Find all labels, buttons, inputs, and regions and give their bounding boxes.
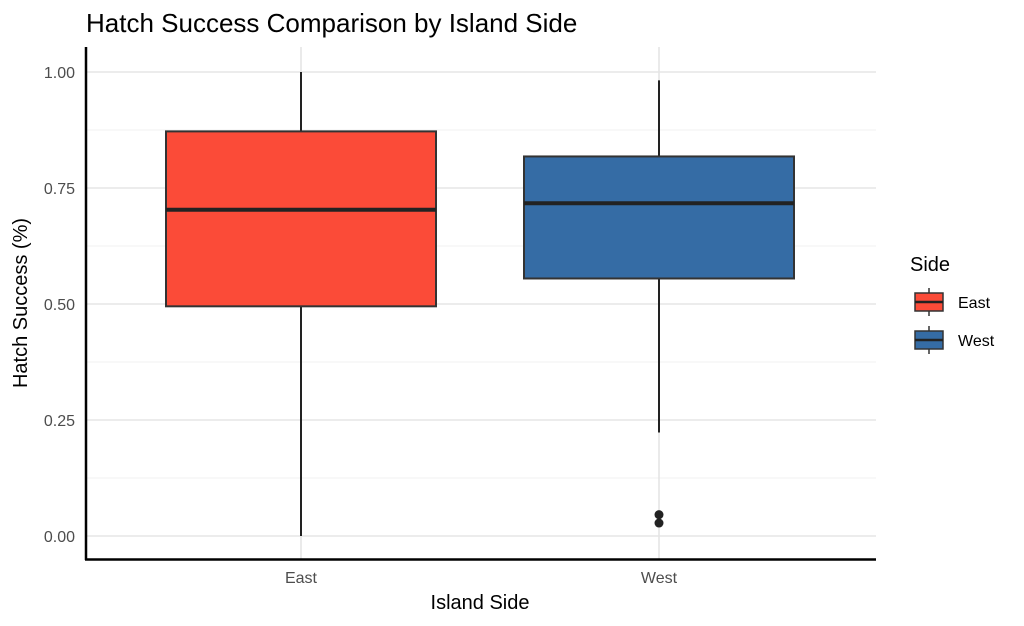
y-tick-label: 0.00 [44, 529, 75, 546]
box-west [523, 80, 795, 528]
y-tick-label: 1.00 [44, 65, 75, 82]
legend: Side East West [910, 254, 995, 354]
x-axis-ticks: East West [285, 570, 678, 587]
box-iqr [523, 155, 795, 280]
y-tick-label: 0.50 [44, 297, 75, 314]
legend-item-east: East [914, 288, 991, 316]
y-axis-title: Hatch Success (%) [10, 218, 32, 388]
y-tick-label: 0.75 [44, 181, 75, 198]
legend-label: East [958, 295, 991, 312]
box-iqr [165, 130, 437, 308]
x-tick-label: West [641, 570, 678, 587]
boxes [165, 72, 795, 536]
y-tick-label: 0.25 [44, 413, 75, 430]
x-tick-label: East [285, 570, 318, 587]
legend-title: Side [910, 254, 950, 276]
x-axis-title: Island Side [431, 592, 530, 614]
outlier-point [654, 518, 664, 528]
chart-title: Hatch Success Comparison by Island Side [86, 8, 577, 38]
outlier-point [654, 510, 664, 520]
legend-item-west: West [914, 326, 995, 354]
legend-label: West [958, 333, 995, 350]
box-east [165, 72, 437, 536]
y-axis-ticks: 0.00 0.25 0.50 0.75 1.00 [44, 65, 75, 546]
